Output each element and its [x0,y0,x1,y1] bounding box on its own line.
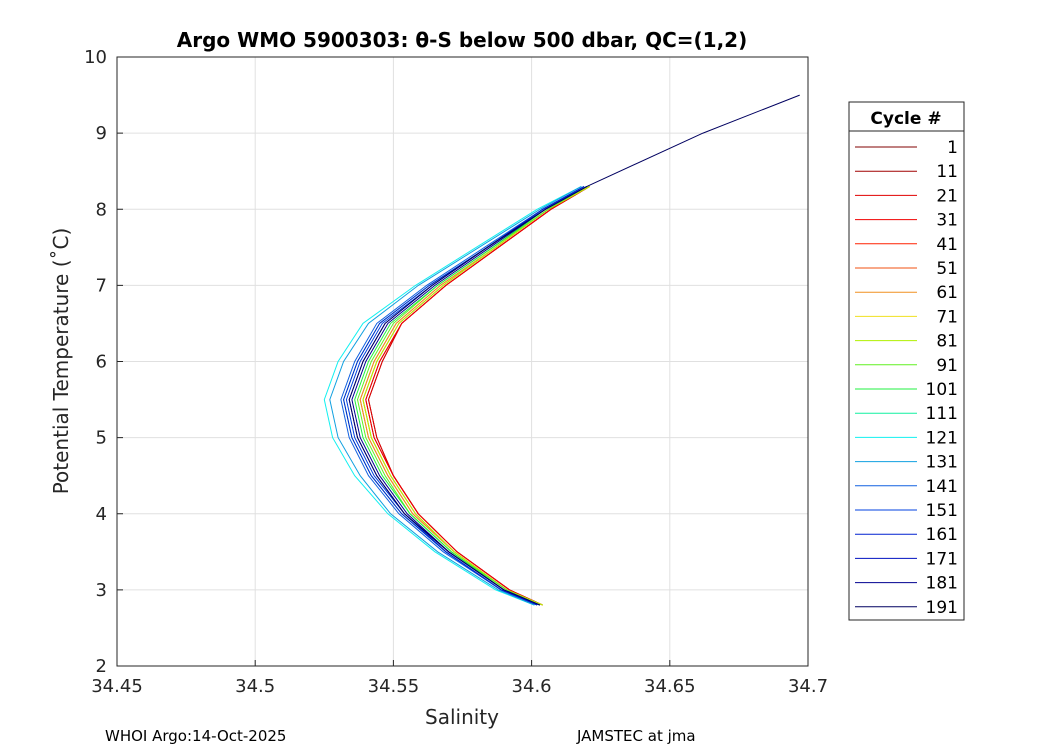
legend-title: Cycle # [870,109,941,129]
x-tick-label: 34.45 [91,676,143,697]
series-line-cycle-81 [362,185,590,606]
series-line-cycle-141 [340,185,585,606]
footer-right: JAMSTEC at jma [576,727,696,745]
y-tick-label: 2 [96,656,107,677]
y-tick-label: 8 [96,199,107,220]
chart-title: Argo WMO 5900303: θ-S below 500 dbar, QC… [177,28,747,52]
legend-label: 131 [926,453,958,473]
x-axis-label: Salinity [425,705,499,729]
x-tick-label: 34.7 [788,676,828,697]
legend-label: 191 [926,598,958,618]
legend-label: 101 [926,380,958,400]
series-lines [323,94,800,606]
legend-label: 71 [936,307,958,327]
legend: Cycle # 11121314151617181911011111211311… [848,101,965,621]
legend-label: 111 [926,404,958,424]
legend-label: 61 [936,283,958,303]
y-tick-label: 10 [84,47,107,68]
series-line-cycle-121 [323,185,582,606]
legend-label: 41 [936,235,958,255]
legend-box [848,101,965,621]
legend-label: 121 [926,428,958,448]
legend-label: 1 [947,138,958,158]
y-tick-label: 5 [96,428,107,449]
legend-label: 151 [926,501,958,521]
legend-label: 21 [936,186,958,206]
y-tick-label: 7 [96,275,107,296]
x-tick-label: 34.65 [644,676,696,697]
legend-label: 171 [926,549,958,569]
legend-label: 141 [926,477,958,497]
series-line-cycle-31 [365,185,590,606]
y-axis: 2 3 4 5 6 7 8 9 10 [84,47,123,677]
series-line-cycle-131 [329,185,582,606]
x-axis: 34.45 34.5 34.55 34.6 34.65 34.7 [91,660,828,697]
series-line-cycle-101 [354,185,588,606]
legend-label: 51 [936,259,958,279]
footer-left: WHOI Argo:14-Oct-2025 [105,727,286,745]
legend-label: 181 [926,574,958,594]
y-tick-label: 6 [96,352,107,373]
y-tick-label: 3 [96,580,107,601]
legend-label: 11 [936,162,958,182]
legend-label: 91 [936,356,958,376]
legend-label: 81 [936,332,958,352]
series-line-cycle-191 [348,94,800,606]
y-tick-label: 9 [96,123,107,144]
y-axis-label: Potential Temperature (˚C) [49,228,73,495]
x-tick-label: 34.5 [235,676,275,697]
legend-label: 31 [936,211,958,231]
x-tick-label: 34.55 [368,676,420,697]
y-tick-label: 4 [96,504,107,525]
x-tick-label: 34.6 [512,676,552,697]
legend-label: 161 [926,525,958,545]
